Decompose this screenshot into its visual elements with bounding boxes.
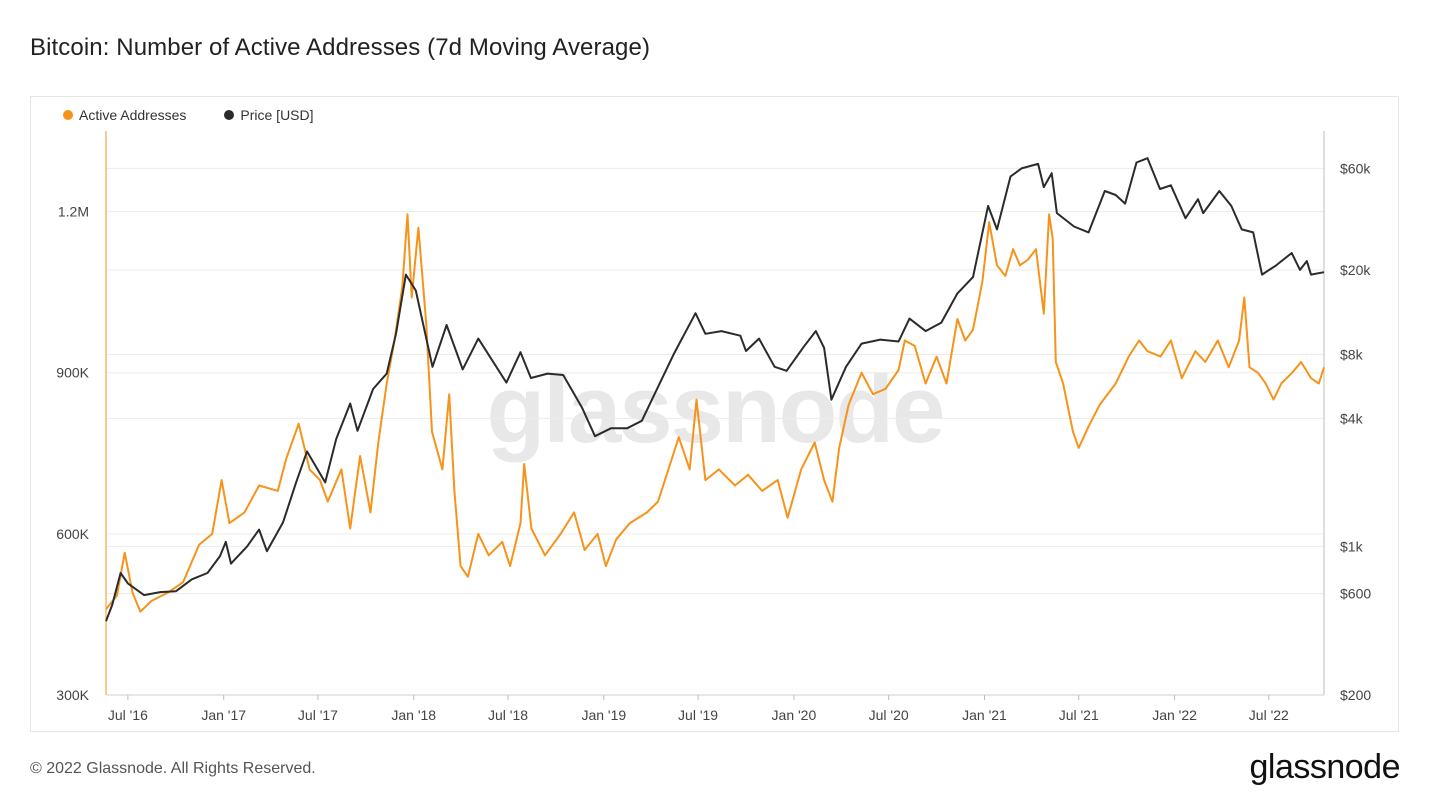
glassnode-logo[interactable]: glassnode [1249,748,1400,786]
x-tick-label: Jan '17 [201,707,246,723]
chart-legend: Active Addresses Price [USD] [63,107,314,123]
x-tick-label: Jul '17 [298,707,338,723]
series-line-active-addresses [105,213,1325,613]
x-tick-label: Jan '20 [772,707,817,723]
x-tick-label: Jan '19 [581,707,626,723]
legend-dot-price [224,110,235,120]
y-right-tick-label: $8k [1340,346,1364,362]
y-right-tick-label: $4k [1340,410,1364,426]
legend-label-price: Price [USD] [240,107,314,123]
y-right-tick-label: $20k [1340,262,1371,278]
x-tick-label: Jul '19 [678,707,718,723]
x-tick-label: Jul '20 [869,707,909,723]
x-tick-label: Jul '16 [108,707,148,723]
x-tick-label: Jan '21 [962,707,1007,723]
legend-label-active-addresses: Active Addresses [79,107,187,123]
y-left-tick-label: 300K [56,687,89,703]
x-tick-label: Jul '22 [1249,707,1289,723]
y-left-tick-label: 600K [56,526,89,542]
legend-item-price[interactable]: Price [USD] [224,107,314,123]
legend-dot-active-addresses [63,110,73,120]
y-right-tick-label: $200 [1340,687,1371,703]
watermark-text: glassnode [487,356,944,463]
chart-svg: glassnode 300K 600K 900K 1.2M $200 $600 $1k $4k $… [56,131,1371,723]
chart-panel: glassnode 300K 600K 900K 1.2M $200 $600 $1k $4k $… [30,96,1399,732]
y-right-tick-label: $1k [1340,538,1364,554]
series-line-price [105,157,1325,622]
x-tick-label: Jul '21 [1059,707,1099,723]
x-tick-label: Jan '18 [391,707,436,723]
x-tick-label: Jan '22 [1152,707,1197,723]
x-tick-label: Jul '18 [488,707,528,723]
legend-item-active-addresses[interactable]: Active Addresses [63,107,186,123]
y-right-tick-label: $600 [1340,586,1371,602]
y-left-tick-label: 900K [56,365,89,381]
copyright-text: © 2022 Glassnode. All Rights Reserved. [30,760,316,777]
y-left-tick-label: 1.2M [58,204,89,220]
y-right-tick-label: $60k [1340,160,1371,176]
page-title: Bitcoin: Number of Active Addresses (7d … [30,34,651,61]
